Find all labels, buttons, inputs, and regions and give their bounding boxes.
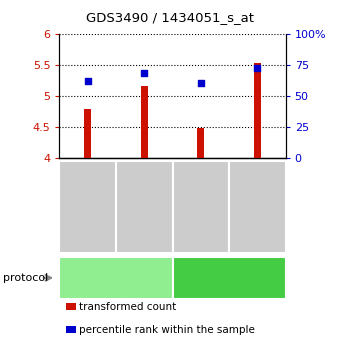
Text: percentile rank within the sample: percentile rank within the sample bbox=[79, 325, 255, 335]
Point bbox=[141, 70, 147, 76]
Text: GSM310448: GSM310448 bbox=[83, 178, 93, 236]
Text: transformed count: transformed count bbox=[79, 302, 176, 312]
Bar bbox=[254, 63, 261, 158]
Point bbox=[255, 65, 260, 71]
Bar bbox=[198, 129, 204, 158]
Point bbox=[198, 80, 204, 86]
Point bbox=[85, 78, 90, 84]
Bar bbox=[141, 86, 148, 158]
Bar bbox=[84, 109, 91, 158]
Text: GSM310450: GSM310450 bbox=[139, 178, 149, 236]
Text: GDS3490 / 1434051_s_at: GDS3490 / 1434051_s_at bbox=[86, 11, 254, 24]
Text: protocol: protocol bbox=[3, 273, 49, 283]
Text: Deaf-1 deficiency: Deaf-1 deficiency bbox=[184, 273, 274, 283]
Text: GSM310452: GSM310452 bbox=[252, 177, 262, 237]
Text: GSM310449: GSM310449 bbox=[196, 178, 206, 236]
Text: Deaf-1
overexpression: Deaf-1 overexpression bbox=[76, 267, 156, 289]
